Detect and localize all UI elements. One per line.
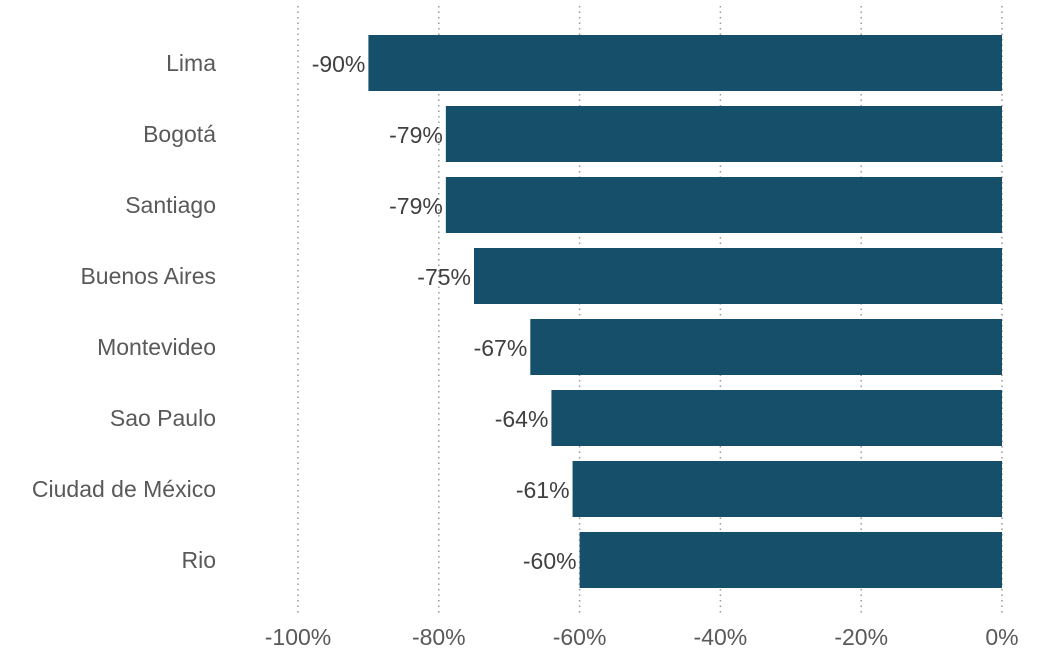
data-labels: -90% -79% -79% -75% -67% -64% -61% -60% (312, 51, 577, 574)
data-label: -64% (495, 406, 549, 432)
data-label: -75% (417, 264, 471, 290)
bar (572, 461, 1002, 517)
data-label: -60% (523, 548, 577, 574)
gridlines (297, 6, 1003, 615)
bar (445, 177, 1003, 233)
bar (474, 248, 1002, 304)
category-label: Buenos Aires (80, 263, 216, 289)
data-label: -90% (312, 51, 366, 77)
bar (445, 106, 1003, 162)
bar (368, 35, 1002, 91)
category-label: Ciudad de México (32, 476, 216, 502)
bar (551, 390, 1002, 446)
category-label: Rio (181, 547, 216, 573)
category-label: Lima (166, 50, 216, 76)
bar (579, 532, 1002, 588)
category-label: Sao Paulo (110, 405, 216, 431)
category-label: Santiago (125, 192, 216, 218)
x-axis-tick-labels: -100% -80% -60% -40% -20% 0% (265, 624, 1019, 650)
data-label: -79% (389, 122, 443, 148)
x-tick-label: -100% (265, 624, 331, 650)
x-tick-label: 0% (985, 624, 1018, 650)
category-label: Montevideo (97, 334, 216, 360)
category-labels: Lima Bogotá Santiago Buenos Aires Montevideo… (32, 50, 216, 573)
x-tick-label: -60% (553, 624, 607, 650)
x-tick-label: -80% (412, 624, 466, 650)
data-label: -79% (389, 193, 443, 219)
bars (368, 35, 1003, 588)
category-label: Bogotá (143, 121, 216, 147)
data-label: -61% (516, 477, 570, 503)
bar (530, 319, 1002, 375)
x-tick-label: -20% (834, 624, 888, 650)
data-label: -67% (474, 335, 528, 361)
x-tick-label: -40% (694, 624, 748, 650)
